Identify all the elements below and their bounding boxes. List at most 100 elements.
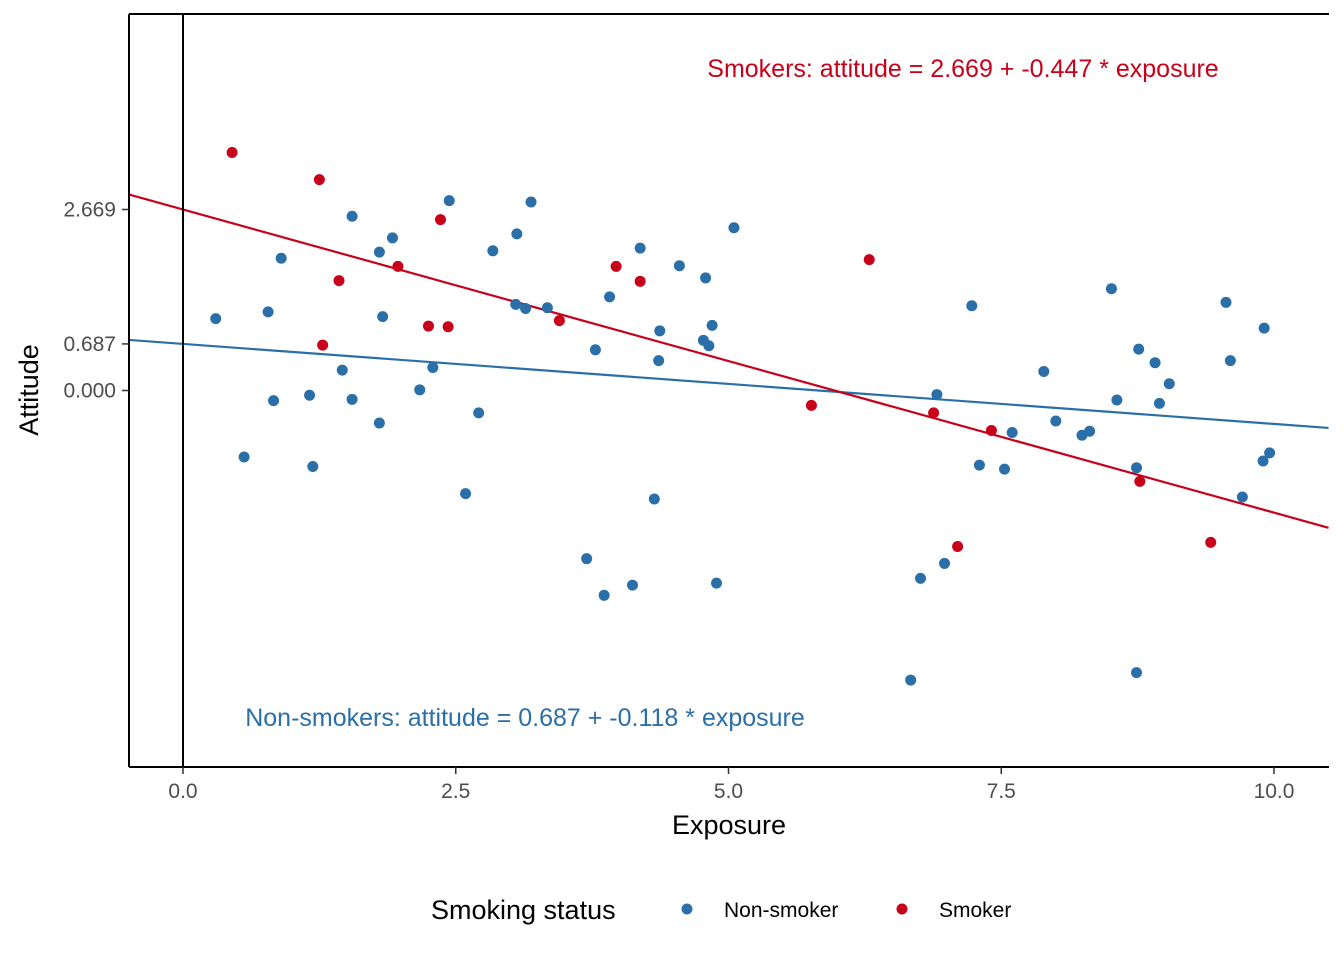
point-smoker-7 <box>442 321 454 333</box>
legend-label-non-smoker: Non-smoker <box>724 899 838 922</box>
point-non-smoker-40 <box>728 222 740 234</box>
point-non-smoker-13 <box>386 232 398 244</box>
point-non-smoker-24 <box>541 302 553 314</box>
point-non-smoker-30 <box>634 242 646 254</box>
x-axis-title: Exposure <box>672 810 786 840</box>
point-non-smoker-23 <box>525 196 537 208</box>
point-non-smoker-50 <box>1050 415 1062 427</box>
x-tick-label-1: 2.5 <box>441 780 470 803</box>
point-non-smoker-15 <box>427 361 439 373</box>
point-non-smoker-4 <box>275 252 287 264</box>
point-smoker-6 <box>434 214 446 226</box>
point-non-smoker-16 <box>443 195 455 207</box>
fit-line-smoker <box>129 193 1329 529</box>
point-smoker-17 <box>1205 536 1217 548</box>
point-non-smoker-3 <box>268 395 280 407</box>
point-smoker-2 <box>317 339 329 351</box>
point-non-smoker-33 <box>654 325 666 337</box>
point-non-smoker-2 <box>262 306 274 318</box>
point-non-smoker-61 <box>1220 296 1232 308</box>
point-non-smoker-17 <box>460 488 472 500</box>
y-tick-label-2: 2.669 <box>63 199 116 222</box>
point-non-smoker-57 <box>1133 343 1145 355</box>
point-non-smoker-65 <box>1258 322 1270 334</box>
point-smoker-8 <box>553 315 565 327</box>
fit-line-non-smoker <box>129 338 1329 430</box>
point-non-smoker-22 <box>520 302 532 314</box>
point-non-smoker-46 <box>973 459 985 471</box>
point-non-smoker-47 <box>999 463 1011 475</box>
point-smoker-5 <box>422 320 434 332</box>
point-non-smoker-62 <box>1224 355 1236 367</box>
y-tick-label-0: 0.000 <box>63 380 116 403</box>
point-non-smoker-18 <box>473 407 485 419</box>
point-non-smoker-12 <box>377 311 389 323</box>
point-non-smoker-39 <box>710 577 722 589</box>
legend-key-smoker <box>896 903 908 915</box>
point-non-smoker-0 <box>210 313 222 325</box>
y-axis-title: Attitude <box>14 344 44 436</box>
point-smoker-12 <box>863 254 875 266</box>
point-non-smoker-10 <box>373 246 385 258</box>
point-non-smoker-7 <box>336 364 348 376</box>
point-smoker-15 <box>985 425 997 437</box>
point-non-smoker-52 <box>1084 425 1096 437</box>
point-non-smoker-21 <box>511 228 523 240</box>
point-non-smoker-28 <box>604 291 616 303</box>
point-non-smoker-32 <box>653 355 665 367</box>
point-non-smoker-31 <box>648 493 660 505</box>
x-tick-label-0: 0.0 <box>168 780 197 803</box>
point-non-smoker-44 <box>939 557 951 569</box>
point-smoker-0 <box>226 146 238 158</box>
point-non-smoker-48 <box>1006 427 1018 439</box>
point-non-smoker-26 <box>589 344 601 356</box>
point-non-smoker-60 <box>1163 378 1175 390</box>
point-non-smoker-54 <box>1111 394 1123 406</box>
point-non-smoker-45 <box>966 300 978 312</box>
point-non-smoker-38 <box>706 319 718 331</box>
point-non-smoker-36 <box>700 272 712 284</box>
point-non-smoker-6 <box>307 460 319 472</box>
point-non-smoker-56 <box>1131 462 1143 474</box>
point-smoker-11 <box>805 399 817 411</box>
point-non-smoker-9 <box>346 210 358 222</box>
point-non-smoker-20 <box>510 298 522 310</box>
legend-key-non-smoker <box>681 903 693 915</box>
point-non-smoker-63 <box>1236 491 1248 503</box>
annotations-layer: Smokers: attitude = 2.669 + -0.447 * exp… <box>245 55 1219 732</box>
point-non-smoker-25 <box>581 553 593 565</box>
axes-layer: 0.0 2.5 5.0 7.5 10.0 0.000 0.687 2.669 Exposure A… <box>14 13 1329 840</box>
annotation-non-smokers: Non-smokers: attitude = 0.687 + -0.118 *… <box>245 704 805 732</box>
point-non-smoker-29 <box>626 579 638 591</box>
point-non-smoker-64 <box>1257 455 1269 467</box>
x-tick-label-3: 7.5 <box>987 780 1016 803</box>
legend: Smoking status Non-smoker Smoker <box>431 895 1011 925</box>
point-non-smoker-19 <box>487 245 499 257</box>
point-smoker-1 <box>313 174 325 186</box>
point-smoker-9 <box>610 260 622 272</box>
point-non-smoker-66 <box>1264 447 1276 459</box>
point-non-smoker-37 <box>703 340 715 352</box>
x-tick-label-2: 5.0 <box>714 780 743 803</box>
point-smoker-13 <box>928 407 940 419</box>
point-non-smoker-5 <box>304 389 316 401</box>
point-non-smoker-55 <box>1131 667 1143 679</box>
point-non-smoker-11 <box>373 417 385 429</box>
point-non-smoker-8 <box>346 393 358 405</box>
points-layer <box>210 146 1276 686</box>
point-smoker-4 <box>392 260 404 272</box>
point-non-smoker-27 <box>598 589 610 601</box>
point-non-smoker-1 <box>238 451 250 463</box>
point-non-smoker-41 <box>905 674 917 686</box>
point-smoker-10 <box>634 275 646 287</box>
y-tick-label-1: 0.687 <box>63 333 116 356</box>
fit-lines <box>129 193 1329 529</box>
point-non-smoker-42 <box>915 572 927 584</box>
point-non-smoker-59 <box>1153 397 1165 409</box>
point-non-smoker-58 <box>1149 357 1161 369</box>
x-tick-label-4: 10.0 <box>1254 780 1295 803</box>
legend-title: Smoking status <box>431 895 616 925</box>
point-smoker-16 <box>1134 475 1146 487</box>
